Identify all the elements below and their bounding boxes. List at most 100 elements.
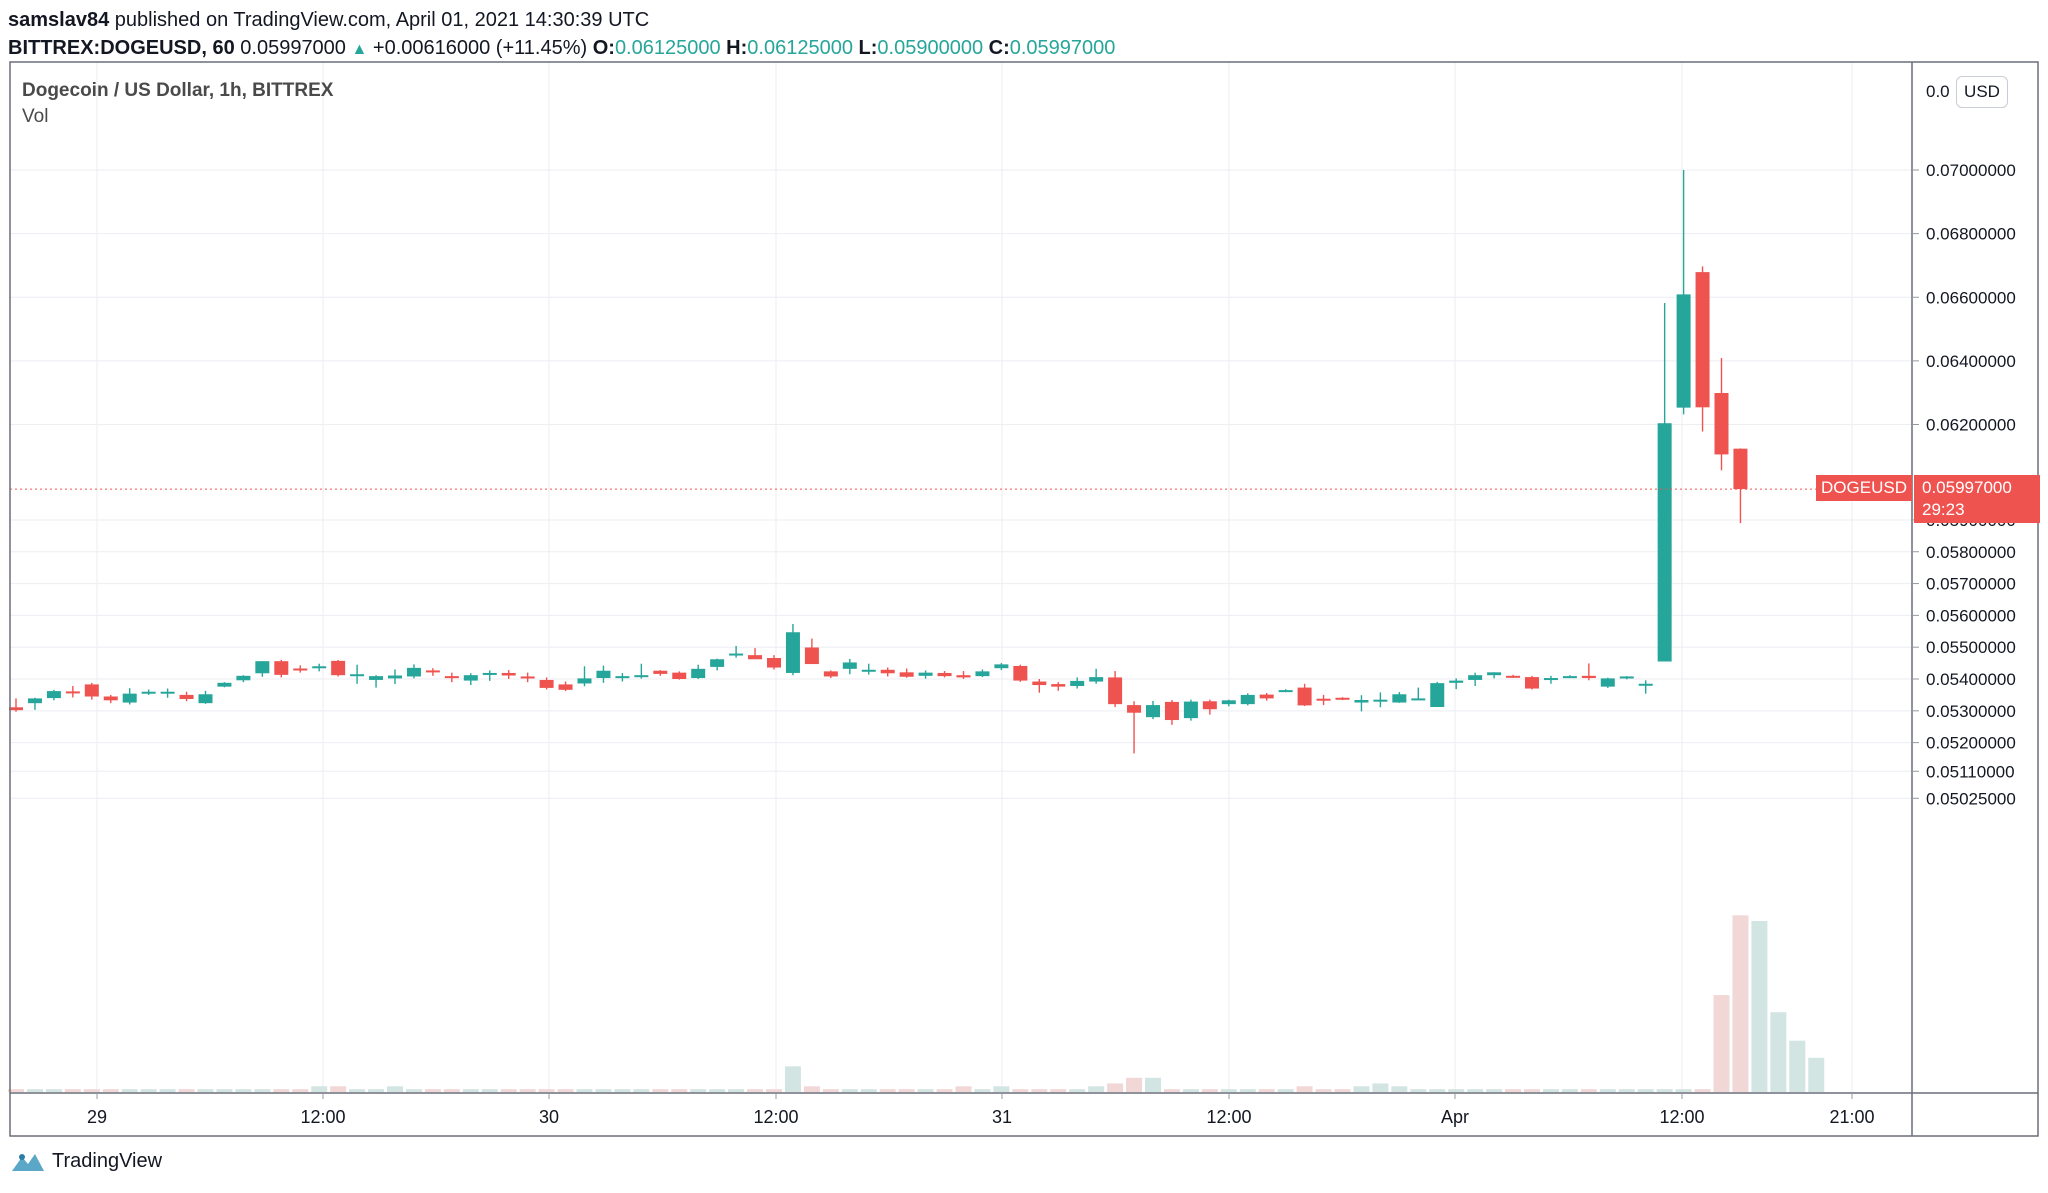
candle-body [482, 672, 497, 675]
volume-bar [1429, 1089, 1446, 1092]
candle-body [1051, 684, 1066, 687]
footer-brand[interactable]: TradingView [52, 1150, 163, 1172]
volume-bar [1732, 915, 1749, 1092]
candle-body [634, 675, 649, 678]
bar-countdown: 29:23 [1922, 500, 1965, 520]
price-tick-label: 0.05600000 [1926, 606, 2016, 625]
currency-button[interactable]: USD [1956, 76, 2008, 108]
low-label: L: [858, 37, 878, 59]
volume-bar [1808, 1057, 1825, 1092]
candle-body [179, 694, 194, 700]
volume-bar [1580, 1089, 1597, 1092]
volume-bar [898, 1089, 915, 1092]
volume-bar [462, 1089, 479, 1092]
volume-bar [936, 1089, 953, 1092]
candle-body [1354, 699, 1369, 703]
volume-bar [1751, 921, 1768, 1092]
candle-body [425, 670, 440, 673]
candle-body [1108, 677, 1123, 705]
volume-bar [784, 1066, 801, 1092]
candle-body [1278, 690, 1293, 693]
high-value: 0.06125000 [747, 37, 853, 59]
candle-body [388, 675, 402, 679]
volume-bar [1031, 1089, 1048, 1092]
candle-body [823, 671, 838, 677]
volume-bar [1410, 1089, 1427, 1092]
volume-bar [387, 1086, 403, 1092]
volume-bar [405, 1089, 422, 1092]
volume-bar [1770, 1012, 1787, 1092]
candle-body [331, 660, 346, 676]
price-axis[interactable]: 0.07000000 0.06800000 0.06600000 0.06400000… [1912, 82, 2016, 808]
volume-bar [8, 1089, 24, 1092]
candle-body [1676, 294, 1691, 408]
candle-body [1373, 699, 1388, 702]
candle-body [1733, 448, 1748, 490]
volume-bar [993, 1086, 1010, 1092]
candle-body [1581, 675, 1596, 679]
symbol-label: BITTREX:DOGEUSD, 60 [8, 37, 235, 59]
candle-body [198, 694, 213, 704]
candle-body [1032, 681, 1047, 686]
time-tick-label: Apr [1441, 1107, 1469, 1127]
candle-body [672, 672, 687, 679]
volume-bars [8, 915, 1825, 1092]
volume-bar [1637, 1089, 1654, 1092]
volume-bar [26, 1089, 43, 1092]
volume-bar [1088, 1086, 1105, 1092]
candlesticks [9, 170, 1748, 754]
candle-body [217, 682, 232, 687]
candle-body [122, 693, 137, 703]
open-label: O: [592, 37, 615, 59]
time-axis[interactable]: 29 12:00 30 12:00 31 12:00 Apr 12:00 21:00 [87, 1093, 1875, 1127]
candle-body [65, 691, 80, 694]
volume-bar [1182, 1089, 1199, 1092]
volume-bar [1145, 1077, 1161, 1092]
volume-bar [197, 1089, 214, 1092]
volume-bar [368, 1089, 385, 1092]
tradingview-logo-icon [12, 1153, 44, 1171]
volume-bar [557, 1089, 574, 1092]
volume-label[interactable]: Vol [22, 106, 49, 127]
price-tick-label: 0.06200000 [1926, 416, 2016, 435]
candle-body [861, 669, 876, 672]
volume-bar [1012, 1089, 1029, 1092]
candle-body [293, 668, 308, 671]
candle-body [1316, 698, 1331, 701]
volume-bar [1713, 995, 1730, 1092]
candle-body [842, 662, 857, 669]
volume-bar [766, 1089, 782, 1092]
candle-body [160, 691, 175, 694]
candle-body [1525, 677, 1539, 689]
candle-body [236, 675, 251, 681]
candle-body [1297, 687, 1312, 706]
candle-body [1013, 665, 1028, 681]
volume-bar [1599, 1089, 1616, 1092]
author-name[interactable]: samslav84 [8, 9, 110, 31]
candle-body [710, 659, 725, 667]
candle-body [1619, 676, 1634, 679]
candle-body [1695, 272, 1710, 408]
volume-bar [443, 1089, 460, 1092]
candle-body [312, 666, 327, 669]
candle-body [1183, 701, 1198, 719]
price-tick-label-partial: 0.0 [1926, 82, 1950, 101]
series-title[interactable]: Dogecoin / US Dollar, 1h, BITTREX [22, 80, 334, 101]
candle-body [975, 671, 990, 677]
volume-bar [254, 1089, 271, 1092]
volume-bar [500, 1089, 517, 1092]
candle-body [501, 672, 516, 676]
volume-bar [121, 1089, 138, 1092]
volume-bar [64, 1089, 81, 1092]
volume-bar [822, 1089, 839, 1092]
candle-body [748, 655, 763, 660]
volume-bar [955, 1086, 972, 1092]
volume-bar [481, 1089, 498, 1092]
volume-bar [690, 1089, 707, 1092]
volume-bar [747, 1089, 764, 1092]
candle-body [1335, 697, 1350, 700]
volume-bar [917, 1089, 934, 1092]
candle-body [1543, 678, 1558, 681]
price-tick-label: 0.06800000 [1926, 225, 2016, 244]
